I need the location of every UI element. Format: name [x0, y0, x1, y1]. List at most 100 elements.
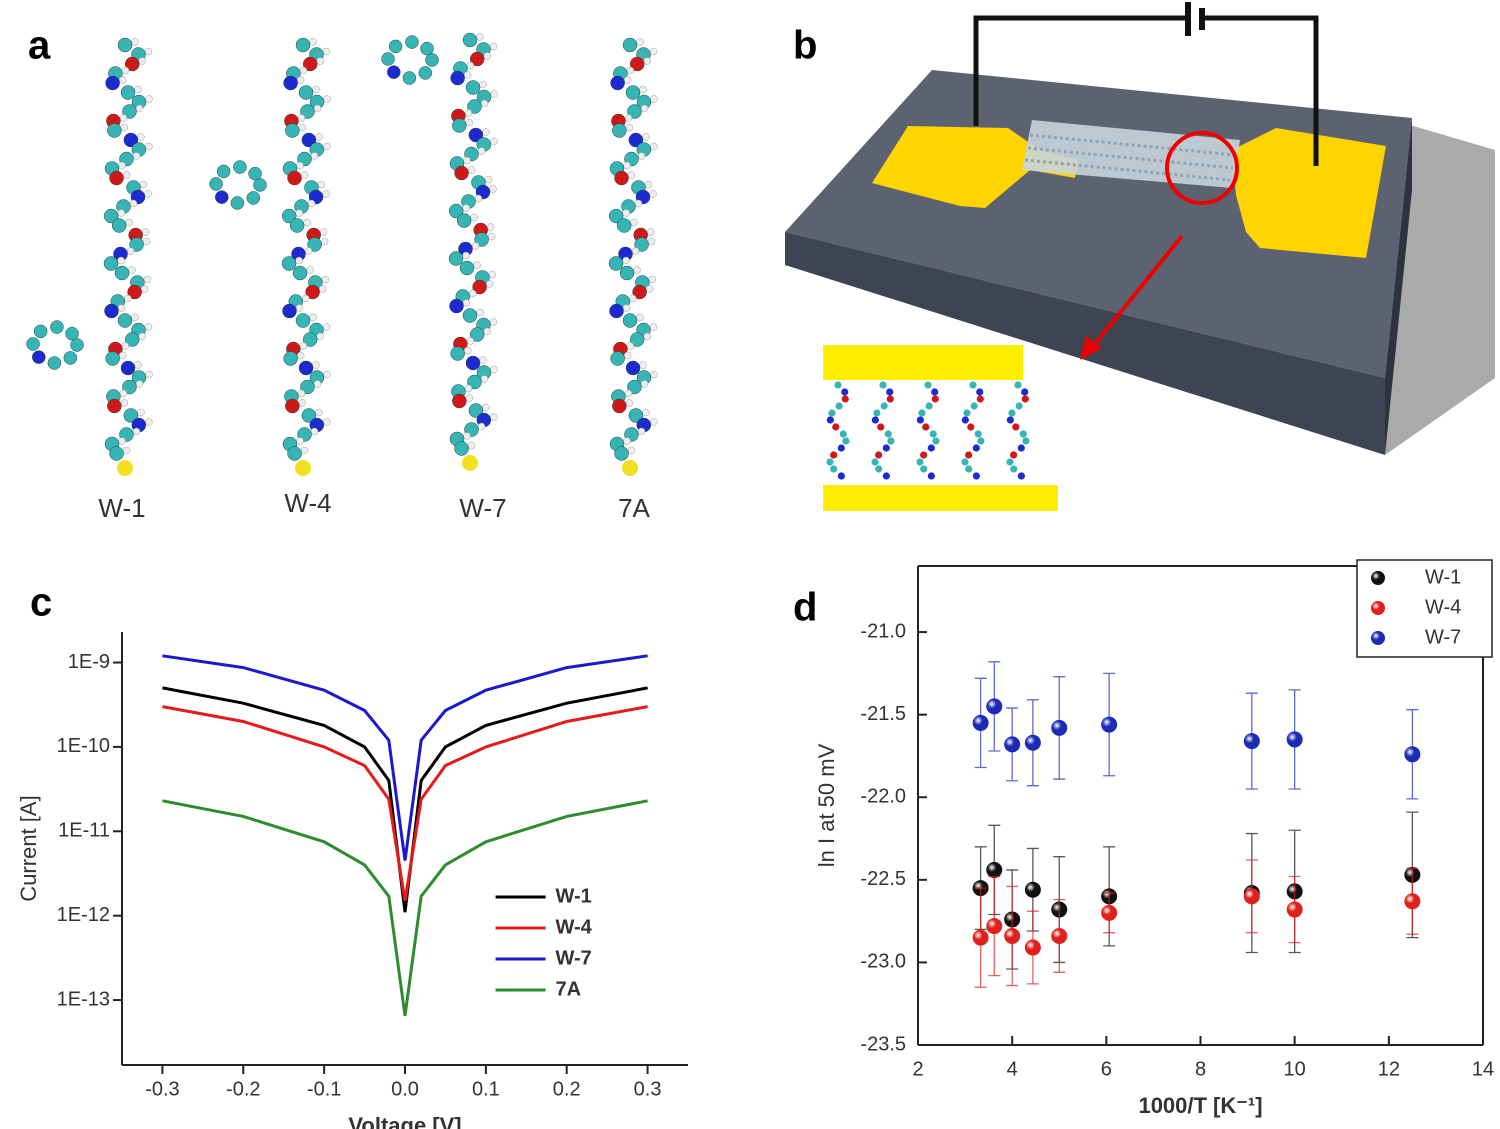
atom: [118, 161, 126, 170]
legend-label: W-4: [1425, 596, 1461, 618]
y-axis-label: Current [A]: [16, 795, 41, 901]
atom: [931, 395, 939, 403]
atom: [1022, 437, 1030, 445]
zoom-circle: [1165, 131, 1239, 205]
atom: [289, 218, 305, 233]
x-tick-label: 0.1: [472, 1078, 500, 1100]
atom: [450, 346, 465, 361]
atom: [454, 165, 469, 181]
atom: [632, 284, 647, 300]
atom: [961, 458, 969, 466]
atom: [281, 208, 297, 224]
atom: [309, 313, 317, 322]
atom: [634, 237, 649, 252]
atom: [456, 213, 472, 228]
atom: [464, 109, 473, 117]
atom: [295, 256, 303, 265]
atom: [118, 351, 127, 360]
atom: [477, 147, 486, 155]
atom: [480, 99, 489, 108]
atom: [281, 256, 297, 271]
atom: [132, 427, 141, 436]
atom: [842, 437, 850, 445]
atom: [298, 123, 307, 132]
atom: [405, 35, 419, 49]
atom: [616, 218, 632, 233]
atom: [295, 304, 304, 312]
atom: [230, 196, 245, 210]
point: [1024, 939, 1041, 956]
atom: [120, 360, 136, 376]
atom: [465, 394, 474, 402]
atom: [302, 294, 310, 303]
atom: [623, 351, 632, 360]
point: [1286, 901, 1303, 918]
atom: [1010, 451, 1018, 459]
atom: [467, 166, 476, 174]
atom: [875, 451, 883, 459]
atom: [884, 430, 892, 438]
atom: [300, 379, 315, 395]
atom: [462, 455, 478, 471]
atom: [640, 104, 649, 113]
atom: [296, 437, 304, 445]
atom: [122, 379, 137, 395]
x-tick-label: 2: [912, 1058, 923, 1080]
atom: [295, 460, 311, 476]
arrow-head: [1080, 336, 1102, 360]
atom: [137, 133, 145, 141]
atom: [296, 161, 304, 170]
atom: [297, 114, 306, 122]
series-line: [162, 686, 648, 913]
atom: [1017, 472, 1025, 480]
atom: [117, 37, 133, 53]
atom: [120, 123, 129, 132]
atom: [472, 279, 487, 295]
atom: [321, 275, 330, 284]
zoom-arrow: [1088, 234, 1184, 352]
atom: [490, 90, 498, 98]
atom: [469, 289, 477, 298]
y-tick-label: 1E-11: [58, 820, 110, 842]
series-line: [162, 799, 648, 1017]
atom: [65, 326, 79, 341]
atom: [450, 70, 465, 86]
atom: [467, 441, 476, 450]
atom: [304, 247, 313, 255]
atom: [834, 381, 842, 389]
atom: [111, 218, 127, 233]
atom: [287, 170, 302, 186]
atom: [300, 104, 315, 119]
atom: [310, 427, 319, 436]
atom: [637, 427, 646, 436]
atom: [301, 408, 317, 423]
x-tick-label: 14: [1472, 1058, 1494, 1080]
atom: [640, 380, 649, 388]
legend-label: W-7: [1425, 626, 1461, 648]
atom: [138, 57, 146, 65]
atom: [302, 332, 318, 347]
atom: [612, 123, 627, 138]
atom: [1010, 465, 1018, 473]
atom: [627, 104, 642, 119]
legend-label: W-4: [556, 916, 593, 938]
atom: [312, 361, 320, 369]
atom: [630, 218, 638, 227]
atom: [636, 38, 644, 46]
atom: [489, 185, 497, 193]
atom: [387, 65, 401, 79]
atom: [629, 332, 645, 347]
atom: [634, 199, 643, 208]
atom: [469, 327, 485, 342]
x-tick-label: 0.2: [553, 1078, 581, 1100]
atom: [488, 270, 497, 279]
atom: [474, 194, 483, 203]
substrate-end: [1385, 118, 1412, 455]
atom: [927, 472, 935, 480]
atom: [121, 66, 130, 75]
atom: [215, 190, 229, 204]
atom: [965, 451, 973, 459]
point: [1051, 927, 1068, 944]
atom: [124, 332, 140, 347]
